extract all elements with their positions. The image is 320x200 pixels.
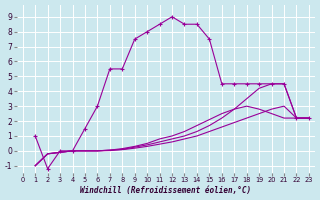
X-axis label: Windchill (Refroidissement éolien,°C): Windchill (Refroidissement éolien,°C): [80, 186, 252, 195]
